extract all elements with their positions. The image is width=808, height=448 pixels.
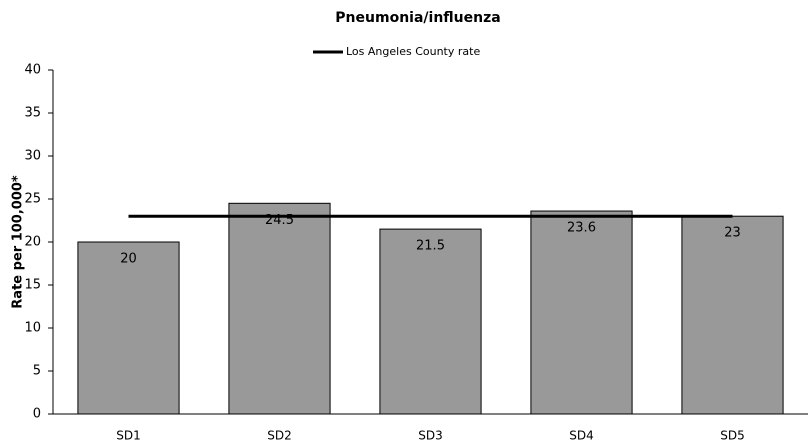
data-label: 20 [120,252,137,267]
y-tick-label: 5 [33,364,41,379]
bar [530,210,633,415]
data-label: 23 [724,226,741,241]
y-tick-label: 35 [24,106,41,121]
y-tick-label: 0 [33,407,41,422]
y-tick-label: 30 [24,149,41,164]
data-label: 21.5 [416,239,445,254]
bar [379,228,482,415]
x-tick-label: SD5 [720,429,745,443]
y-tick-label: 20 [24,235,41,250]
bar [228,202,331,415]
bar [681,215,784,415]
data-label: 23.6 [567,221,596,236]
x-tick-label: SD1 [116,429,141,443]
y-axis-label: Rate per 100,000* [11,175,26,309]
bar [77,241,180,415]
x-tick-label: SD2 [267,429,292,443]
chart-title: Pneumonia/influenza [335,10,500,26]
legend-label: Los Angeles County rate [346,45,480,58]
y-tick-label: 10 [24,321,41,336]
y-tick-label: 40 [24,63,41,78]
x-tick-label: SD3 [418,429,443,443]
y-tick-label: 15 [24,278,41,293]
y-tick-label: 25 [24,192,41,207]
x-tick-label: SD4 [569,429,594,443]
